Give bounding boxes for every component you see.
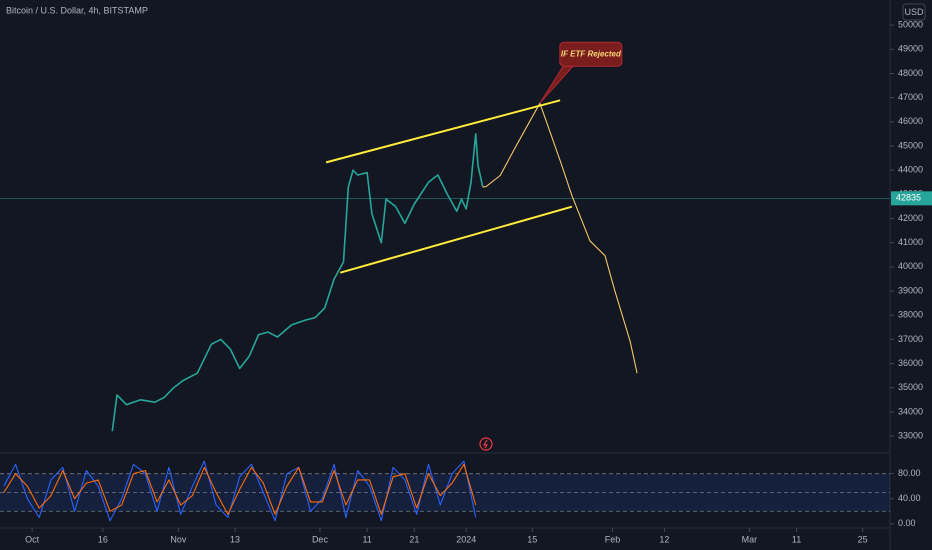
x-tick-label: 13 (230, 534, 240, 544)
y-tick-label: 46000 (898, 116, 923, 126)
y-tick-label: 38000 (898, 310, 923, 320)
x-tick-label: Mar (742, 534, 758, 544)
y-tick-label: 0.00 (898, 518, 916, 528)
annotation-text: IF ETF Rejected (561, 49, 622, 58)
y-tick-label: 42000 (898, 213, 923, 223)
y-tick-label: 50000 (898, 20, 923, 30)
y-tick-label: 41000 (898, 237, 923, 247)
y-tick-label: 40000 (898, 261, 923, 271)
currency-label[interactable]: USD (904, 7, 924, 17)
x-tick-label: 21 (409, 534, 419, 544)
y-tick-label: 39000 (898, 285, 923, 295)
alert-icon-bolt[interactable] (482, 439, 489, 449)
x-tick-label: 15 (527, 534, 537, 544)
y-tick-label: 49000 (898, 44, 923, 54)
x-tick-label: Nov (170, 534, 187, 544)
x-tick-label: 11 (792, 534, 801, 544)
last-price-label: 42835 (896, 193, 921, 203)
x-tick-label: 11 (362, 534, 371, 544)
series-line (482, 102, 638, 374)
y-tick-label: 40.00 (898, 493, 921, 503)
y-tick-label: 48000 (898, 68, 923, 78)
alert-icon[interactable] (479, 437, 493, 451)
y-tick-label: 80.00 (898, 468, 921, 478)
y-tick-label: 34000 (898, 406, 923, 416)
x-tick-label: 12 (659, 534, 669, 544)
x-tick-label: Feb (605, 534, 621, 544)
y-tick-label: 37000 (898, 334, 923, 344)
y-tick-label: 35000 (898, 382, 923, 392)
series-line (111, 133, 484, 432)
x-tick-label: 16 (98, 534, 108, 544)
x-tick-label: 2024 (456, 534, 476, 544)
y-tick-label: 36000 (898, 358, 923, 368)
annotation-box (559, 41, 623, 67)
y-tick-label: 33000 (898, 430, 923, 440)
currency-button[interactable] (902, 3, 926, 21)
x-tick-label: Oct (25, 534, 40, 544)
x-tick-label: Dec (312, 534, 329, 544)
last-price-box (891, 191, 932, 206)
symbol-title: Bitcoin / U.S. Dollar, 4h, BITSTAMP (6, 5, 148, 15)
y-tick-label: 47000 (898, 92, 923, 102)
y-tick-label: 44000 (898, 165, 923, 175)
series-line (339, 205, 573, 274)
series-line (3, 460, 477, 522)
series-line (325, 99, 561, 164)
x-tick-label: 25 (858, 534, 868, 544)
series-line (3, 463, 477, 515)
y-tick-label: 45000 (898, 140, 923, 150)
alert-icon-ring[interactable] (479, 437, 493, 451)
